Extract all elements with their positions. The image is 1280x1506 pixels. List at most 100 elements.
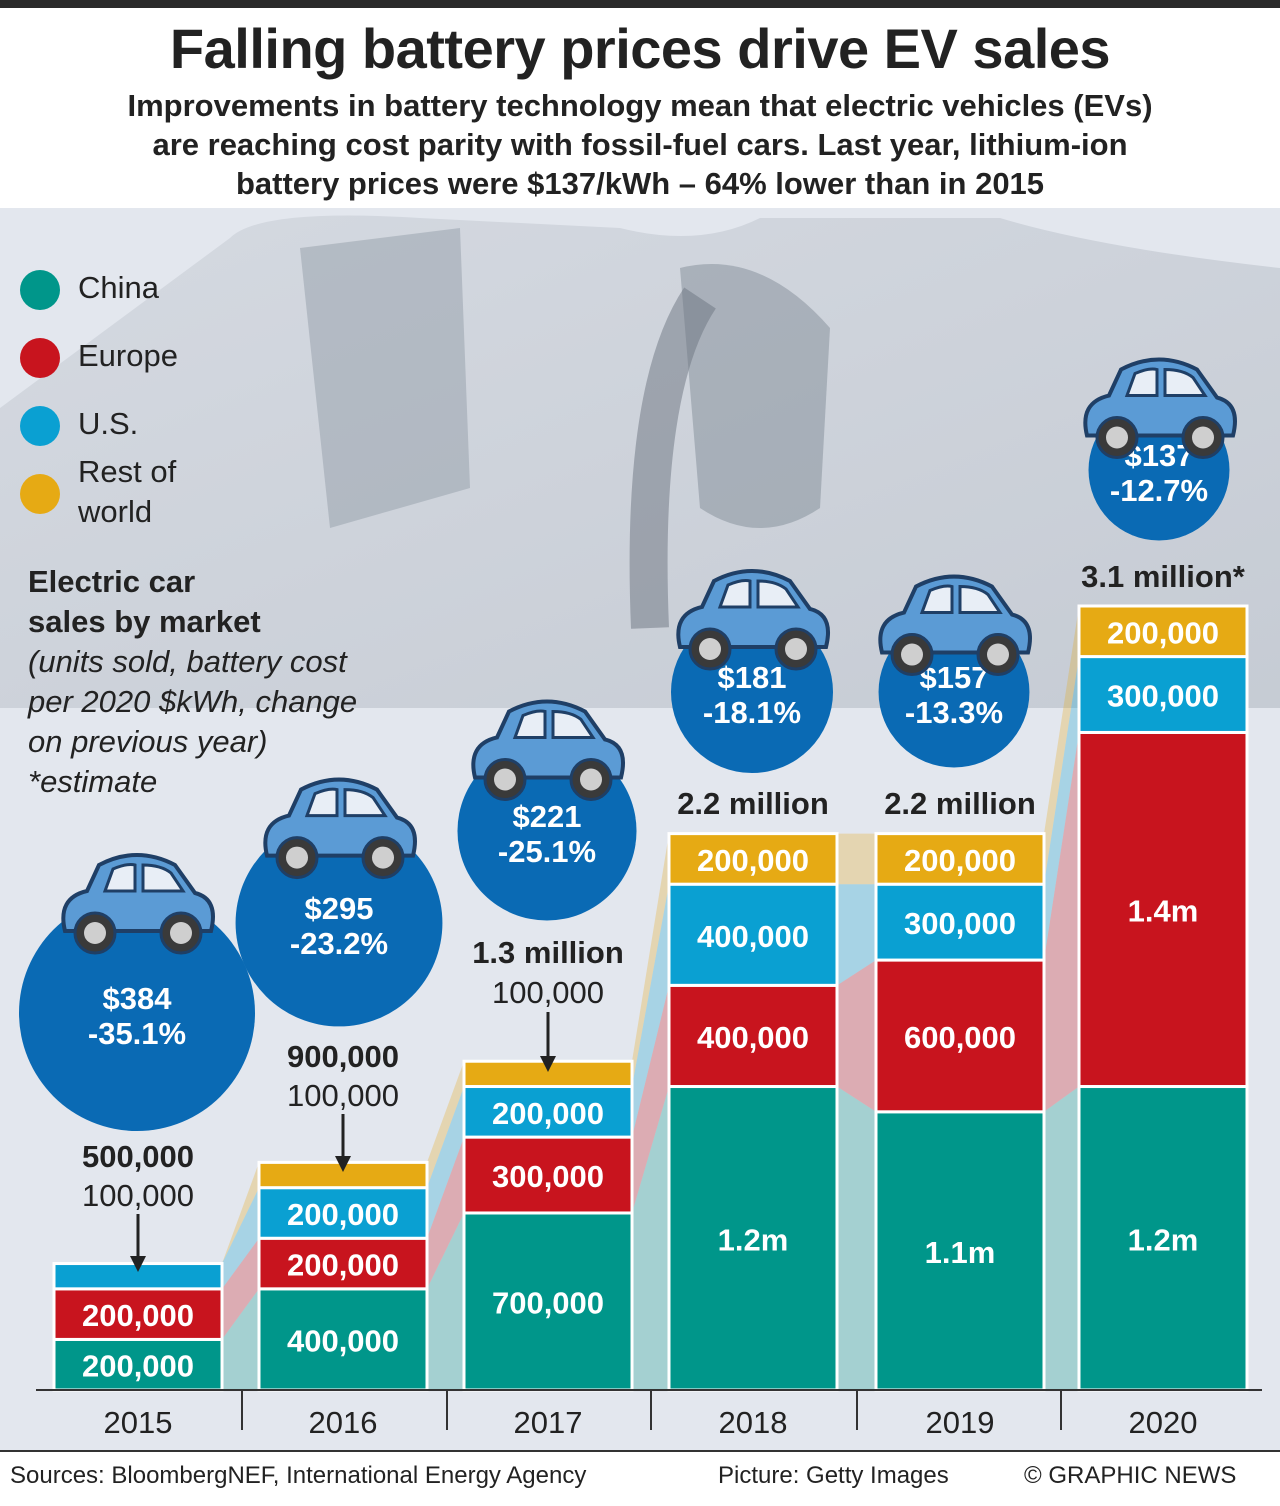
connector-2017-2018-rest-of-world: [632, 833, 669, 1087]
car-hubcap-2019-0: [901, 643, 923, 666]
car-icon-2018: [676, 568, 830, 671]
connector-2015-2016-china: [222, 1288, 259, 1390]
footer-sources: Sources: BloombergNEF, International Ene…: [10, 1462, 587, 1489]
callout-arrowhead-2016: [335, 1156, 351, 1172]
connector-2019-2020-china: [1044, 1086, 1079, 1390]
car-hubcap-2016-1: [372, 846, 394, 869]
car-hubcap-2018-0: [699, 637, 721, 660]
car-window-rear-2019: [958, 585, 1003, 615]
bar-label-2015-europe: 200,000: [82, 1298, 194, 1333]
bar-2020-u-s-: [1077, 655, 1249, 734]
car-body-2017: [471, 699, 625, 780]
bar-label-2017-europe: 300,000: [492, 1159, 604, 1194]
bar-label-2016-europe: 200,000: [287, 1248, 399, 1283]
legend-us: U.S.: [20, 404, 138, 446]
legend-us-swatch: [20, 406, 60, 446]
bar-label-2020-rest-of-world: 200,000: [1107, 615, 1219, 650]
connector-2018-2019-u-s-: [837, 884, 876, 986]
legend-china-swatch: [20, 270, 60, 310]
subtitle-line-2: are reaching cost parity with fossil-fue…: [152, 127, 1128, 162]
connector-2017-2018-europe: [632, 985, 669, 1213]
page-title: Falling battery prices drive EV sales: [169, 17, 1111, 80]
x-tick-label-2018: 2018: [719, 1405, 788, 1440]
car-icon-2020: [1083, 357, 1237, 460]
legend-europe: Europe: [20, 336, 178, 378]
car-window-rear-2018: [756, 579, 801, 609]
car-window-front-2020: [1124, 367, 1159, 398]
footer: Sources: BloombergNEF, International Ene…: [0, 1450, 1280, 1500]
car-icon-2015: [61, 853, 215, 955]
bar-label-2020-u-s-: 300,000: [1107, 679, 1219, 714]
car-hubcap-2015-0: [84, 922, 106, 944]
bar-label-2020-europe: 1.4m: [1128, 893, 1199, 928]
battery-price-2018: $181: [718, 660, 787, 695]
connector-2017-2018-u-s-: [632, 884, 669, 1138]
bar-label-2019-rest-of-world: 200,000: [904, 843, 1016, 878]
bar-2019-europe: [874, 958, 1046, 1114]
bar-label-2019-china: 1.1m: [925, 1235, 996, 1270]
car-hubcap-2020-1: [1192, 426, 1214, 449]
total-label-2016: 900,000: [287, 1039, 399, 1074]
total-label-2019: 2.2 million: [884, 786, 1036, 821]
car-icon-2017: [471, 699, 625, 801]
car-window-rear-2017: [551, 709, 596, 739]
connector-2018-2019-china: [837, 1086, 876, 1390]
bar-label-2017-u-s-: 200,000: [492, 1096, 604, 1131]
bar-label-2019-europe: 600,000: [904, 1020, 1016, 1055]
connector-2019-2020-rest-of-world: [1044, 606, 1079, 885]
note-detail-4: *estimate: [28, 764, 158, 799]
bar-label-2020-china: 1.2m: [1128, 1222, 1199, 1257]
x-tick-label-2015: 2015: [104, 1405, 173, 1440]
bar-label-2018-europe: 400,000: [697, 1020, 809, 1055]
battery-price-2017: $221: [513, 799, 582, 834]
connector-2018-2019-rest-of-world: [837, 833, 876, 885]
connector-2016-2017-europe: [427, 1137, 464, 1289]
footer-picture-credit: Picture: Getty Images: [718, 1462, 949, 1489]
total-label-2020: 3.1 million*: [1081, 559, 1246, 594]
car-hubcap-2016-0: [286, 846, 308, 869]
bar-label-2015-china: 200,000: [82, 1349, 194, 1384]
car-body-2020: [1083, 357, 1237, 438]
x-tick-label-2019: 2019: [926, 1405, 995, 1440]
note-detail-1: (units sold, battery cost: [28, 644, 347, 679]
connector-2015-2016-rest-of-world: [222, 1162, 259, 1264]
battery-change-2018: -18.1%: [703, 695, 801, 730]
car-body-2015: [61, 853, 215, 933]
car-body-2019: [878, 574, 1032, 655]
car-hubcap-2020-0: [1106, 426, 1128, 449]
car-hubcap-2015-1: [170, 922, 192, 944]
callout-arrowhead-2017: [540, 1056, 556, 1072]
total-label-2018: 2.2 million: [677, 786, 829, 821]
connector-2017-2018-china: [632, 1086, 669, 1390]
car-hubcap-2018-1: [785, 637, 807, 660]
bar-label-2018-u-s-: 400,000: [697, 919, 809, 954]
connector-2016-2017-china: [427, 1212, 464, 1390]
car-hubcap-2017-1: [580, 768, 602, 791]
chart-background: [0, 208, 1280, 1450]
legend-rest-of-world-label: Rest of world: [78, 454, 177, 529]
x-tick-label-2020: 2020: [1129, 1405, 1198, 1440]
legend-rest-of-world: Rest of world: [20, 452, 176, 532]
car-window-front-2016: [304, 787, 339, 818]
note-heading-1: Electric car: [28, 564, 196, 599]
total-label-2015: 500,000: [82, 1139, 194, 1174]
bar-2020-europe: [1077, 730, 1249, 1089]
car-icon-2016: [263, 777, 417, 880]
connector-2018-2019-europe: [837, 960, 876, 1112]
car-window-front-2018: [717, 578, 752, 609]
legend-us-label: U.S.: [78, 406, 139, 441]
bar-2018-u-s-: [667, 882, 839, 987]
top-rule: [0, 0, 1280, 8]
footer-copyright: © GRAPHIC NEWS: [1024, 1462, 1237, 1489]
bar-label-2018-rest-of-world: 200,000: [697, 843, 809, 878]
note-detail-3: on previous year): [28, 724, 268, 759]
subtitle-line-3: battery prices were $137/kWh – 64% lower…: [235, 166, 1045, 201]
bar-2018-rest-of-world: [667, 832, 839, 886]
x-tick-label-2017: 2017: [514, 1405, 583, 1440]
battery-change-2020: -12.7%: [1110, 473, 1208, 508]
x-tick-label-2016: 2016: [309, 1405, 378, 1440]
note-heading-2: sales by market: [28, 604, 261, 639]
car-window-rear-2015: [141, 863, 186, 893]
note-detail-2: per 2020 $kWh, change: [28, 684, 358, 719]
bar-2018-europe: [667, 983, 839, 1089]
